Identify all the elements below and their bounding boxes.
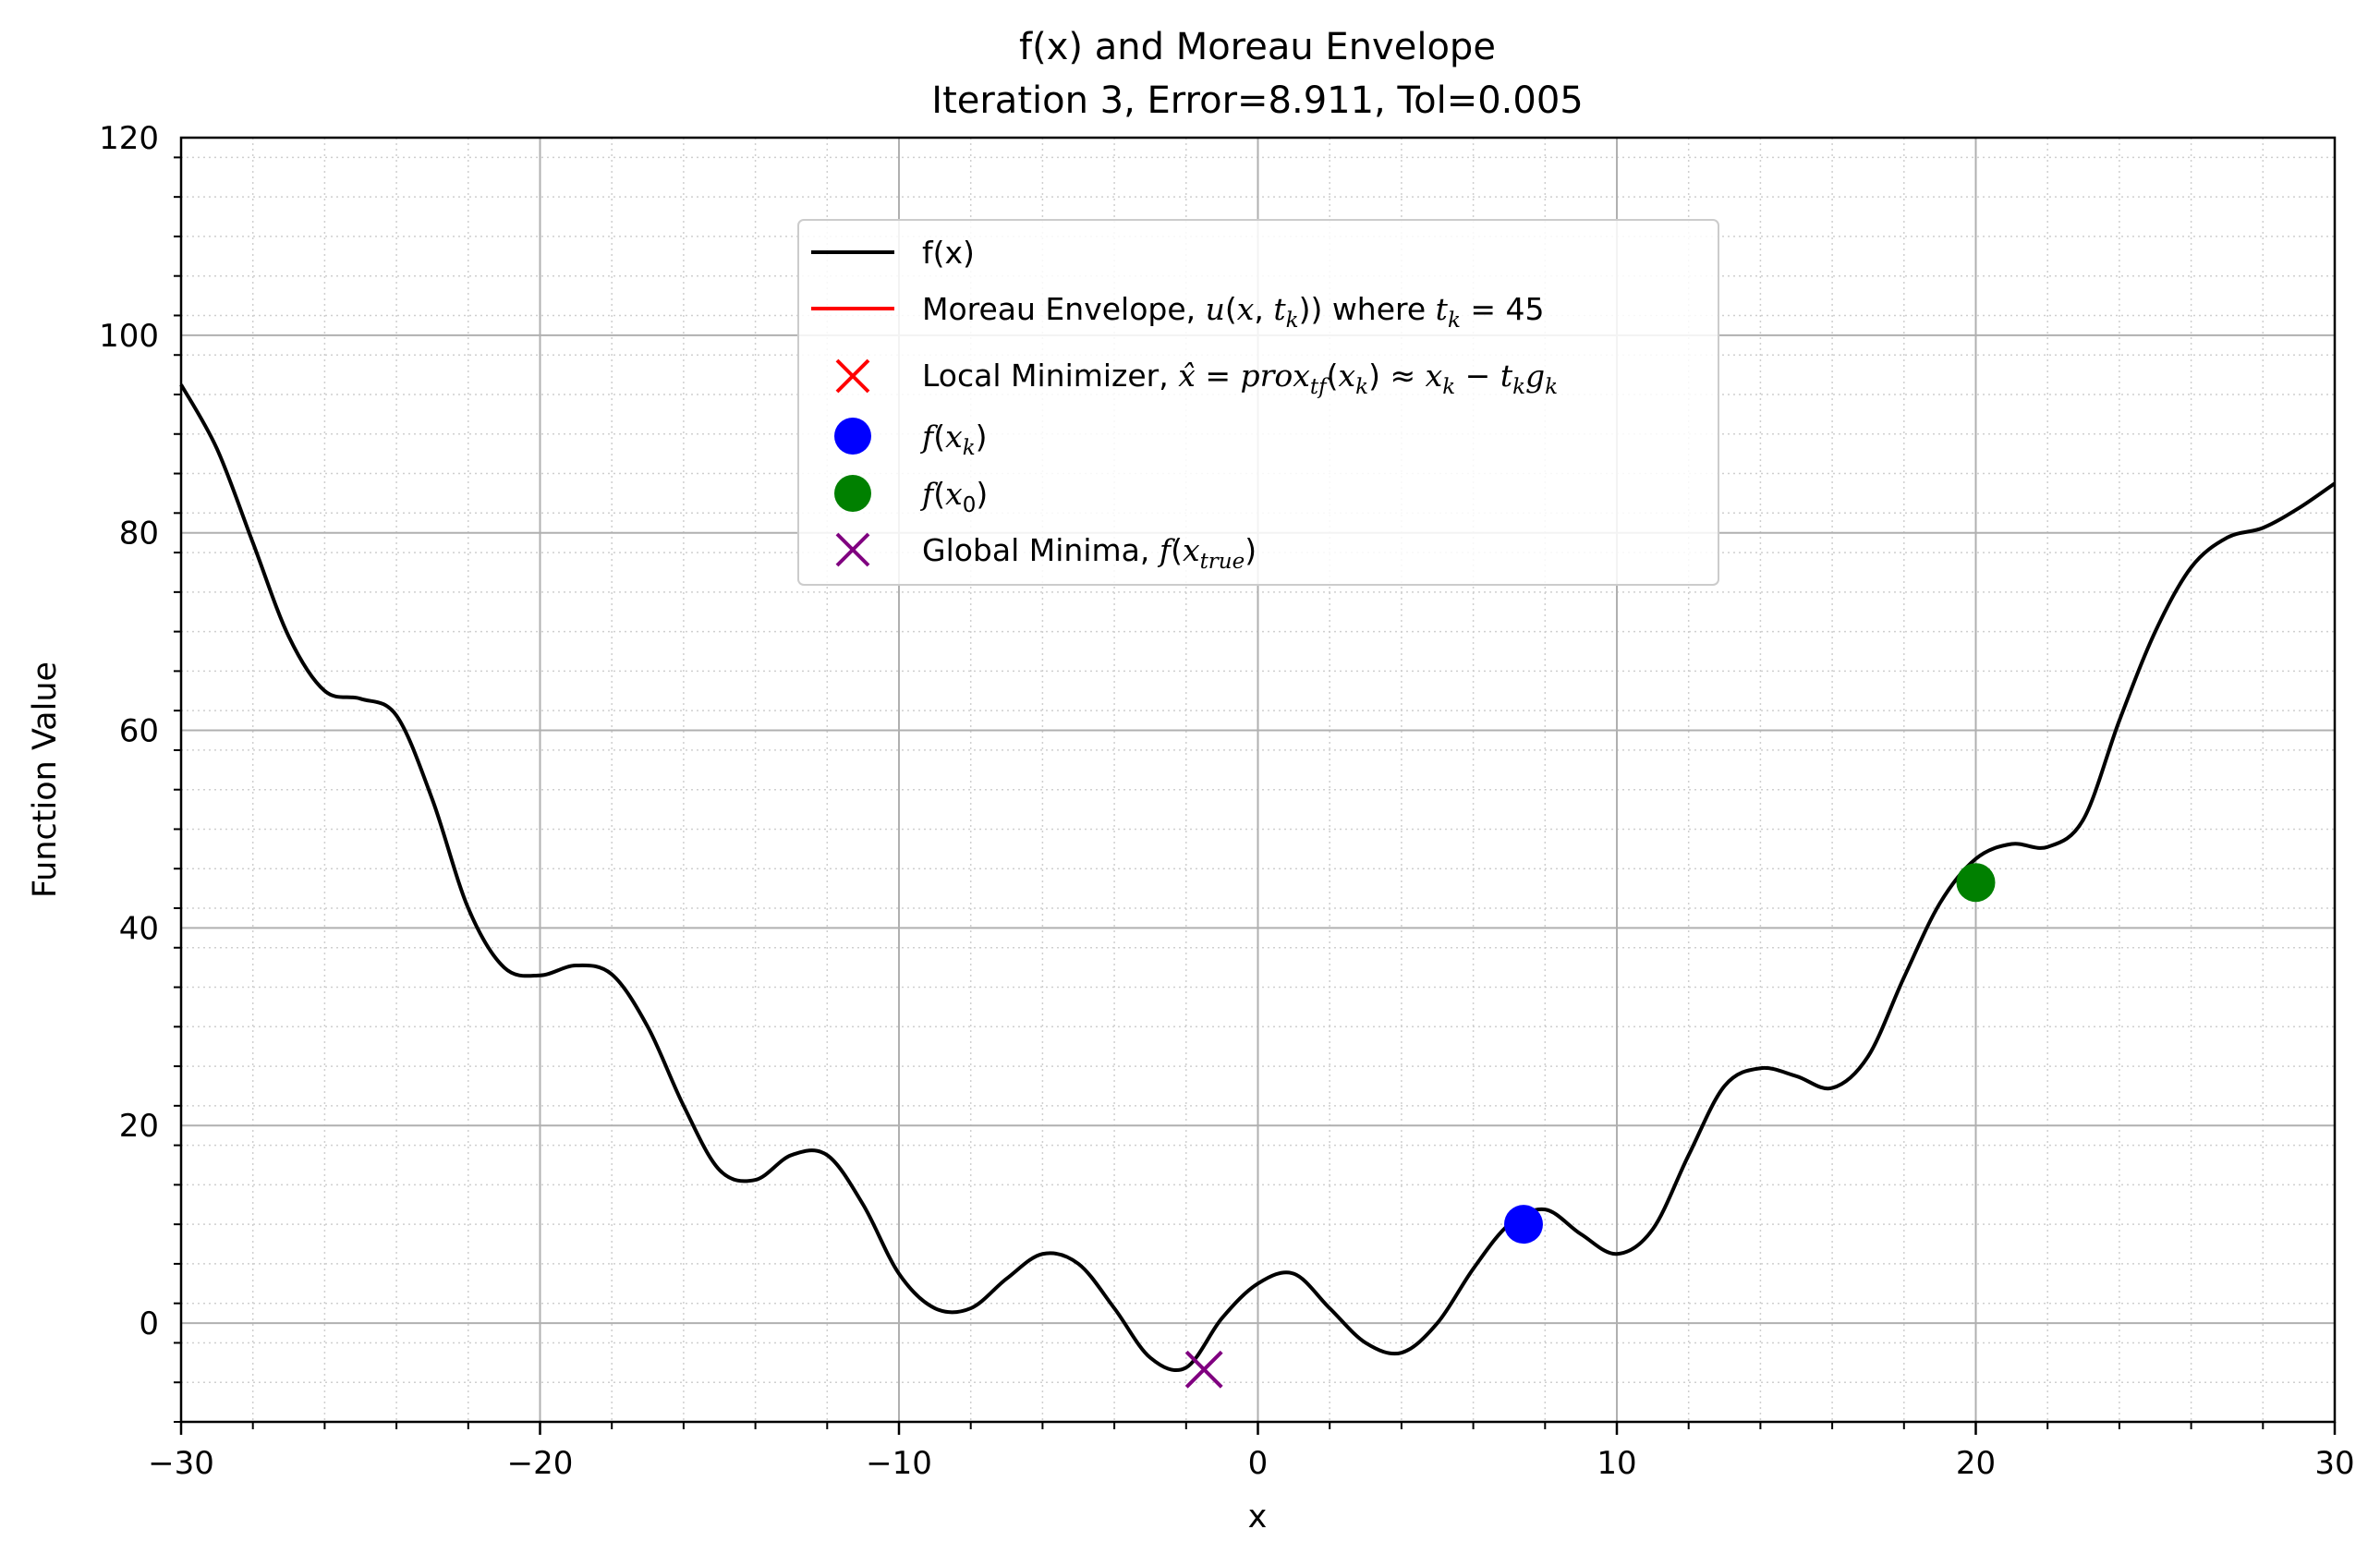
y-axis-label: Function Value [27, 662, 64, 898]
legend-marker-fx0 [834, 475, 871, 512]
global-minima-stroke [1184, 1350, 1223, 1389]
x-tick-label: −30 [148, 1445, 214, 1482]
y-tick-label: 0 [139, 1305, 159, 1342]
legend-box [797, 219, 1719, 586]
x-tick-label: 10 [1597, 1445, 1636, 1482]
legend-label-fxk: f(xk) [919, 419, 988, 460]
legend-label-local-minimizer: Local Minimizer, x̂ = proxtf(xk) ≈ xk − … [922, 358, 1558, 399]
legend-label-fx: f(x) [922, 235, 975, 271]
x-tick-label: 0 [1248, 1445, 1269, 1482]
chart-subtitle: Iteration 3, Error=8.911, Tol=0.005 [931, 79, 1583, 122]
legend: f(x) Moreau Envelope, u(x, tk)) where tk… [797, 219, 1719, 586]
y-tick-label: 20 [119, 1108, 159, 1145]
y-tick-label: 120 [99, 120, 159, 157]
chart-title: f(x) and Moreau Envelope [1019, 26, 1496, 68]
data-point-global-minima [1184, 1350, 1223, 1389]
legend-marker-global-minima [835, 532, 870, 567]
x-tick-label: −10 [866, 1445, 932, 1482]
legend-marker-fxk [834, 418, 871, 455]
x-tick-label: 30 [2314, 1445, 2354, 1482]
x-tick-label: −20 [507, 1445, 574, 1482]
y-tick-label: 100 [99, 318, 159, 355]
y-tick-label: 40 [119, 910, 159, 947]
y-tick-label: 80 [119, 516, 159, 552]
legend-marker-local-minimizer [835, 358, 870, 394]
legend-label-fx0: f(x0) [919, 476, 988, 517]
x-axis-label: x [1248, 1499, 1268, 1536]
points-layer [1184, 863, 1996, 1389]
series-layer [179, 383, 2337, 1373]
y-tick-label: 60 [119, 713, 159, 750]
legend-label-moreau: Moreau Envelope, u(x, tk)) where tk = 45 [922, 291, 1545, 333]
series-line-fx [179, 383, 2337, 1373]
data-point-fxk [1503, 1205, 1543, 1244]
data-point-fx0 [1956, 863, 1996, 903]
ticks-layer: −30 −20 −10 0 10 20 30 0 20 40 60 80 100 120 [99, 120, 2355, 1482]
x-tick-label: 20 [1956, 1445, 1996, 1482]
